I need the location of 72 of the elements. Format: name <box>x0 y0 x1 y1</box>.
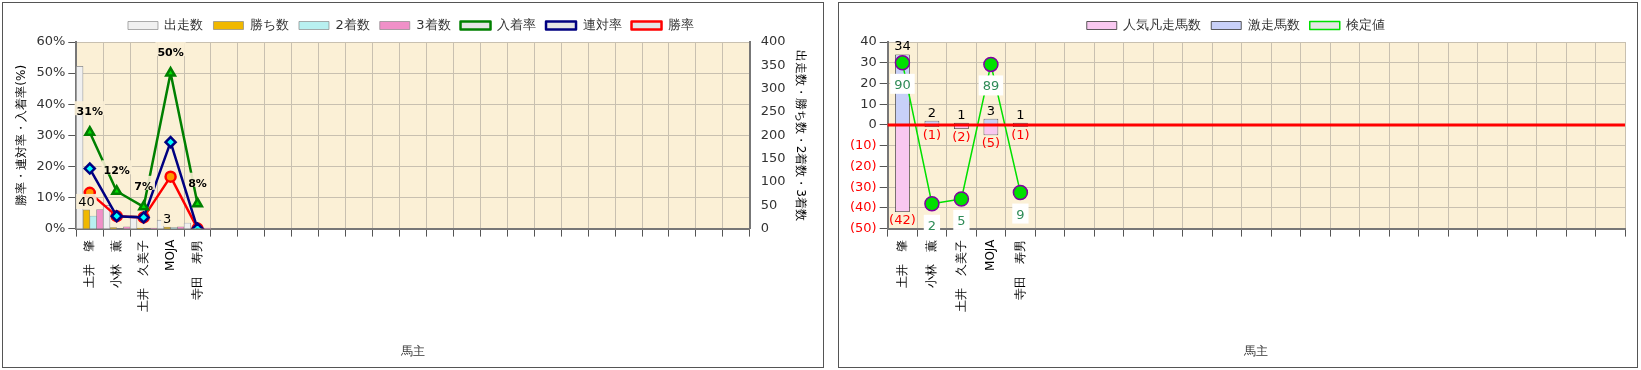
y2-tick-label: 300 <box>760 80 786 96</box>
y-tick-label: 10% <box>36 188 66 204</box>
y-tick-label: 50% <box>36 64 66 80</box>
x-tick-label: 小林 薫 <box>924 239 939 288</box>
data-label: 2 <box>927 217 937 233</box>
data-label: 1 <box>1016 106 1025 122</box>
y2-tick-label: 400 <box>760 33 786 49</box>
y-tick-label: 20 <box>860 74 877 90</box>
data-label: (1) <box>1011 126 1030 142</box>
y2-tick-label: 0 <box>760 219 770 235</box>
y-tick-label: (10) <box>850 137 877 153</box>
y2-tick-label: 250 <box>760 103 786 119</box>
data-label: 31% <box>76 105 103 119</box>
y-tick-label: 20% <box>36 157 66 173</box>
y2-axis-title: 出走数・勝ち数・2着数・3着数 <box>793 49 808 221</box>
legend-label: 連対率 <box>582 16 622 32</box>
y-tick-label: 60% <box>36 33 66 49</box>
data-label: 2 <box>927 104 937 120</box>
y-tick-label: (50) <box>850 219 877 235</box>
data-label: 3 <box>163 211 172 227</box>
data-label: (5) <box>981 135 1001 151</box>
y-tick-label: 0 <box>868 116 877 132</box>
legend-label: 激走馬数 <box>1247 16 1300 32</box>
legend-label: 入着率 <box>497 16 537 32</box>
y2-tick-label: 150 <box>760 150 786 165</box>
y-tick-label: 10 <box>860 95 877 111</box>
x-tick-label: 土井 久美子 <box>953 239 968 312</box>
y-tick-label: (30) <box>850 178 877 194</box>
legend-label: 人気凡走馬数 <box>1123 16 1202 32</box>
legend-label: 3着数 <box>416 16 451 32</box>
x-tick-label: 土井 久美子 <box>135 239 150 312</box>
x-tick-label: 寺田 寿男 <box>189 239 204 300</box>
y2-tick-label: 100 <box>760 173 786 189</box>
y-tick-label: 40% <box>36 95 66 111</box>
y-tick-label: 0% <box>44 219 66 235</box>
data-label: 5 <box>957 212 966 228</box>
data-label: 12% <box>103 164 130 178</box>
data-label: 89 <box>982 78 1000 94</box>
y2-tick-label: 200 <box>760 126 786 142</box>
x-tick-label: MOJA <box>983 238 998 271</box>
data-label: (42) <box>889 211 916 227</box>
legend-label: 出走数 <box>164 16 204 32</box>
x-axis-title: 馬主 <box>400 343 426 358</box>
data-label: 9 <box>1016 206 1025 222</box>
data-label: (2) <box>952 128 971 144</box>
legend-label: 勝率 <box>668 16 695 32</box>
data-label: 3 <box>986 102 996 118</box>
y2-tick-label: 350 <box>760 56 786 72</box>
x-tick-label: 寺田 寿男 <box>1012 239 1027 300</box>
y-tick-label: (20) <box>850 157 877 173</box>
data-label: 7% <box>134 179 153 193</box>
x-tick-label: 土井 肇 <box>81 239 96 288</box>
x-tick-label: MOJA <box>162 238 177 271</box>
data-label: 40 <box>78 193 95 209</box>
y2-tick-label: 50 <box>760 196 778 212</box>
y-tick-label: 30% <box>36 126 66 142</box>
x-tick-label: 土井 肇 <box>894 239 909 288</box>
data-label: 34 <box>894 38 911 54</box>
y-tick-label: (40) <box>850 199 877 215</box>
legend-label: 検定値 <box>1346 16 1386 32</box>
y-axis-title: 勝率・連対率・入着率(%) <box>14 64 29 206</box>
legend-label: 2着数 <box>335 16 370 32</box>
data-label: 90 <box>894 76 911 92</box>
data-label: 8% <box>188 176 207 190</box>
y-tick-label: 30 <box>860 54 877 70</box>
data-label: (1) <box>922 126 942 142</box>
x-tick-label: 小林 薫 <box>108 239 123 288</box>
legend-label: 勝ち数 <box>249 16 289 32</box>
x-axis-title: 馬主 <box>1243 343 1269 358</box>
data-label: 50% <box>157 45 184 59</box>
data-label: 1 <box>957 106 966 122</box>
y-tick-label: 40 <box>860 33 877 49</box>
